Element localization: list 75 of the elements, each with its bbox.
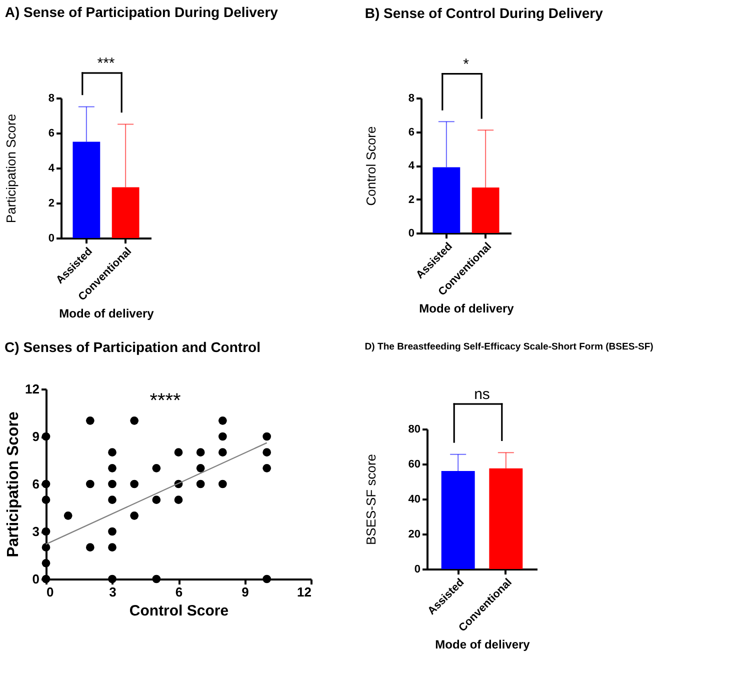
point — [42, 496, 50, 504]
point — [42, 543, 50, 552]
point — [42, 527, 50, 536]
y-tick-label: 20 — [408, 528, 420, 540]
text: ns — [474, 386, 490, 403]
y-tick-label: 6 — [32, 476, 40, 492]
chart-title: A) Sense of Participation During Delivery — [4, 4, 278, 20]
point — [196, 480, 205, 488]
point — [262, 432, 272, 441]
point — [218, 416, 227, 425]
point — [64, 511, 72, 520]
point — [174, 448, 183, 457]
point — [86, 480, 94, 488]
x-tick-label: 3 — [109, 584, 116, 600]
y-tick-label: 0 — [414, 564, 420, 576]
point — [218, 480, 227, 488]
y-axis-title: BSES-SF score — [363, 454, 378, 546]
point — [108, 543, 116, 552]
point — [196, 448, 205, 457]
y-tick-label: 80 — [408, 424, 420, 436]
y-tick-label: 6 — [48, 128, 54, 140]
x-tick-label: 6 — [175, 584, 183, 600]
point — [152, 574, 161, 584]
point — [262, 448, 272, 457]
y-tick-label: 0 — [408, 228, 414, 240]
y-tick-label: 40 — [408, 494, 420, 506]
chart-title: C) Senses of Participation and Control — [4, 339, 260, 355]
point — [108, 574, 116, 584]
point — [218, 432, 227, 441]
point — [42, 558, 50, 568]
y-tick-label: 2 — [48, 198, 54, 210]
text: *** — [97, 55, 115, 72]
point — [108, 448, 116, 457]
chart-title: B) Sense of Control During Delivery — [364, 4, 604, 21]
y-tick-label: 8 — [408, 92, 414, 104]
x-tick-label: 12 — [297, 584, 312, 600]
point — [262, 464, 272, 472]
point — [86, 416, 94, 425]
y-tick-label: 3 — [32, 524, 40, 539]
point — [42, 480, 50, 488]
point — [108, 527, 116, 536]
text: * — [463, 56, 470, 73]
point — [108, 464, 116, 472]
y-tick-label: 4 — [408, 160, 416, 172]
y-tick-label: 9 — [32, 429, 40, 444]
point — [42, 432, 50, 441]
point — [86, 543, 94, 552]
y-axis-title: Participation Score — [5, 411, 22, 558]
y-tick-label: 6 — [408, 126, 414, 138]
x-tick-label: 9 — [242, 584, 249, 600]
point — [262, 574, 272, 584]
point — [130, 480, 139, 488]
x-axis-title: Mode of delivery — [435, 638, 530, 652]
point — [152, 496, 161, 504]
y-tick-label: 4 — [48, 162, 56, 174]
y-tick-label: 0 — [48, 232, 54, 244]
point — [108, 496, 116, 504]
y-tick-label: 8 — [48, 92, 54, 104]
y-axis-title: Participation Score — [3, 114, 18, 224]
y-tick-label: 2 — [408, 194, 414, 206]
x-axis-title: Mode of delivery — [59, 306, 154, 321]
annotation: **** — [150, 390, 182, 412]
x-axis-title: Mode of delivery — [419, 302, 514, 316]
point — [130, 511, 139, 520]
y-tick-label: 60 — [408, 458, 420, 470]
point — [130, 416, 139, 425]
point — [196, 464, 205, 472]
chart-title: D) The Breastfeeding Self-Efficacy Scale-Short Form (BSES-SF) — [364, 341, 654, 352]
point — [218, 448, 227, 457]
y-tick-label: 12 — [25, 382, 40, 396]
point — [174, 496, 183, 504]
y-axis-title: Control Score — [363, 126, 378, 206]
x-axis-title: Control Score — [129, 602, 229, 620]
point — [108, 480, 116, 488]
point — [152, 464, 161, 472]
